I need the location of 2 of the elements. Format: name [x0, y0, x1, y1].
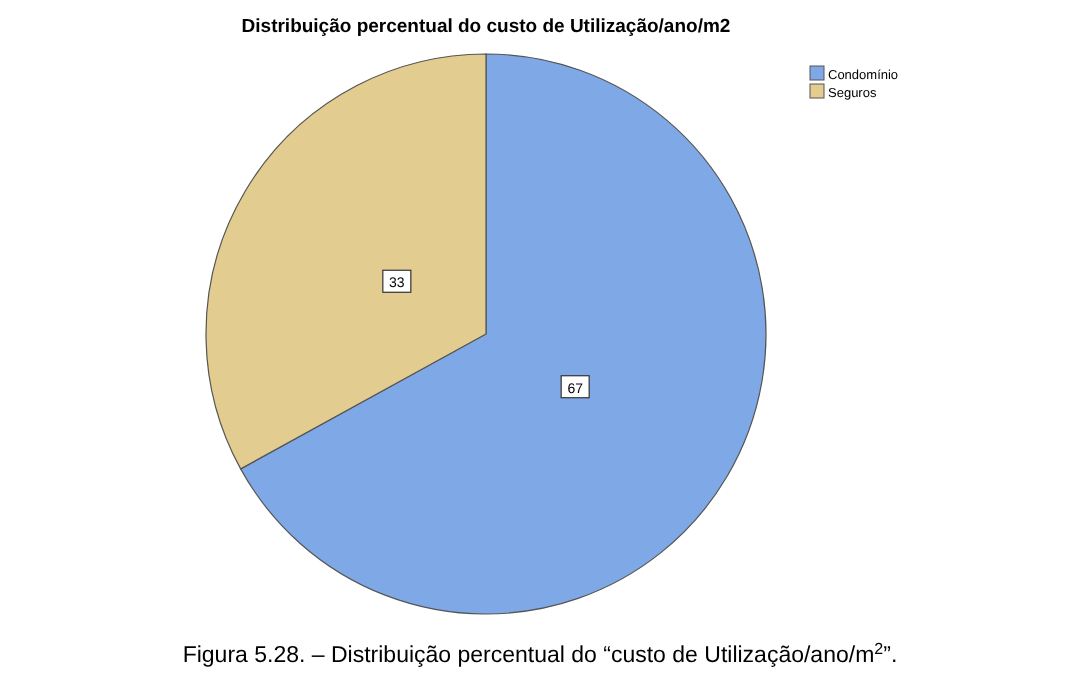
- chart-title: Distribuição percentual do custo de Utilização/ano/m2: [241, 16, 731, 38]
- text: Figura 5.28. – Distribuição percentual do “custo de Utilização/ano/m$^{2}$”.: [182, 639, 898, 668]
